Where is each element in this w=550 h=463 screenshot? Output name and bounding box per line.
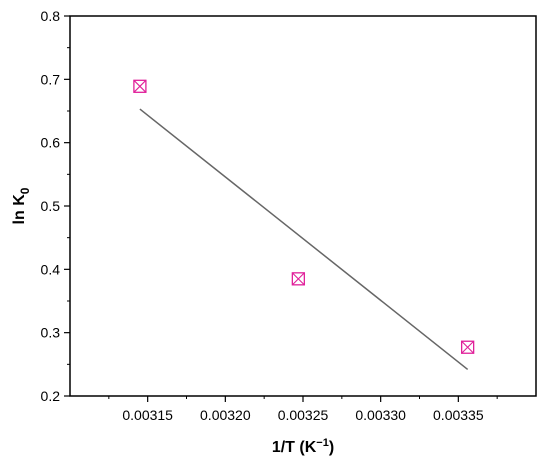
x-axis-title: 1/T (K−1) xyxy=(272,437,334,456)
y-tick-label: 0.2 xyxy=(41,388,61,404)
y-tick-label: 0.4 xyxy=(41,261,61,277)
axis-ticks xyxy=(64,15,498,402)
x-tick-label: 0.00335 xyxy=(433,407,484,423)
plot-frame xyxy=(69,15,537,397)
data-point xyxy=(461,340,475,354)
data-points xyxy=(133,79,475,354)
x-tick-label: 0.00325 xyxy=(278,407,329,423)
x-tick-label: 0.00315 xyxy=(122,407,173,423)
regression-line xyxy=(139,108,469,370)
tick-labels: 0.00315 0.00320 0.00325 0.00330 0.00335 0.2 0.… xyxy=(41,8,484,423)
y-tick-label: 0.7 xyxy=(41,71,61,87)
x-tick-label: 0.00320 xyxy=(200,407,251,423)
y-tick-label: 0.8 xyxy=(41,8,61,24)
y-tick-label: 0.3 xyxy=(41,325,61,341)
x-tick-label: 0.00330 xyxy=(355,407,406,423)
data-point xyxy=(291,272,305,286)
y-tick-label: 0.5 xyxy=(41,198,61,214)
y-axis-title: ln K0 xyxy=(11,187,32,224)
data-point xyxy=(133,79,147,93)
y-tick-label: 0.6 xyxy=(41,135,61,151)
